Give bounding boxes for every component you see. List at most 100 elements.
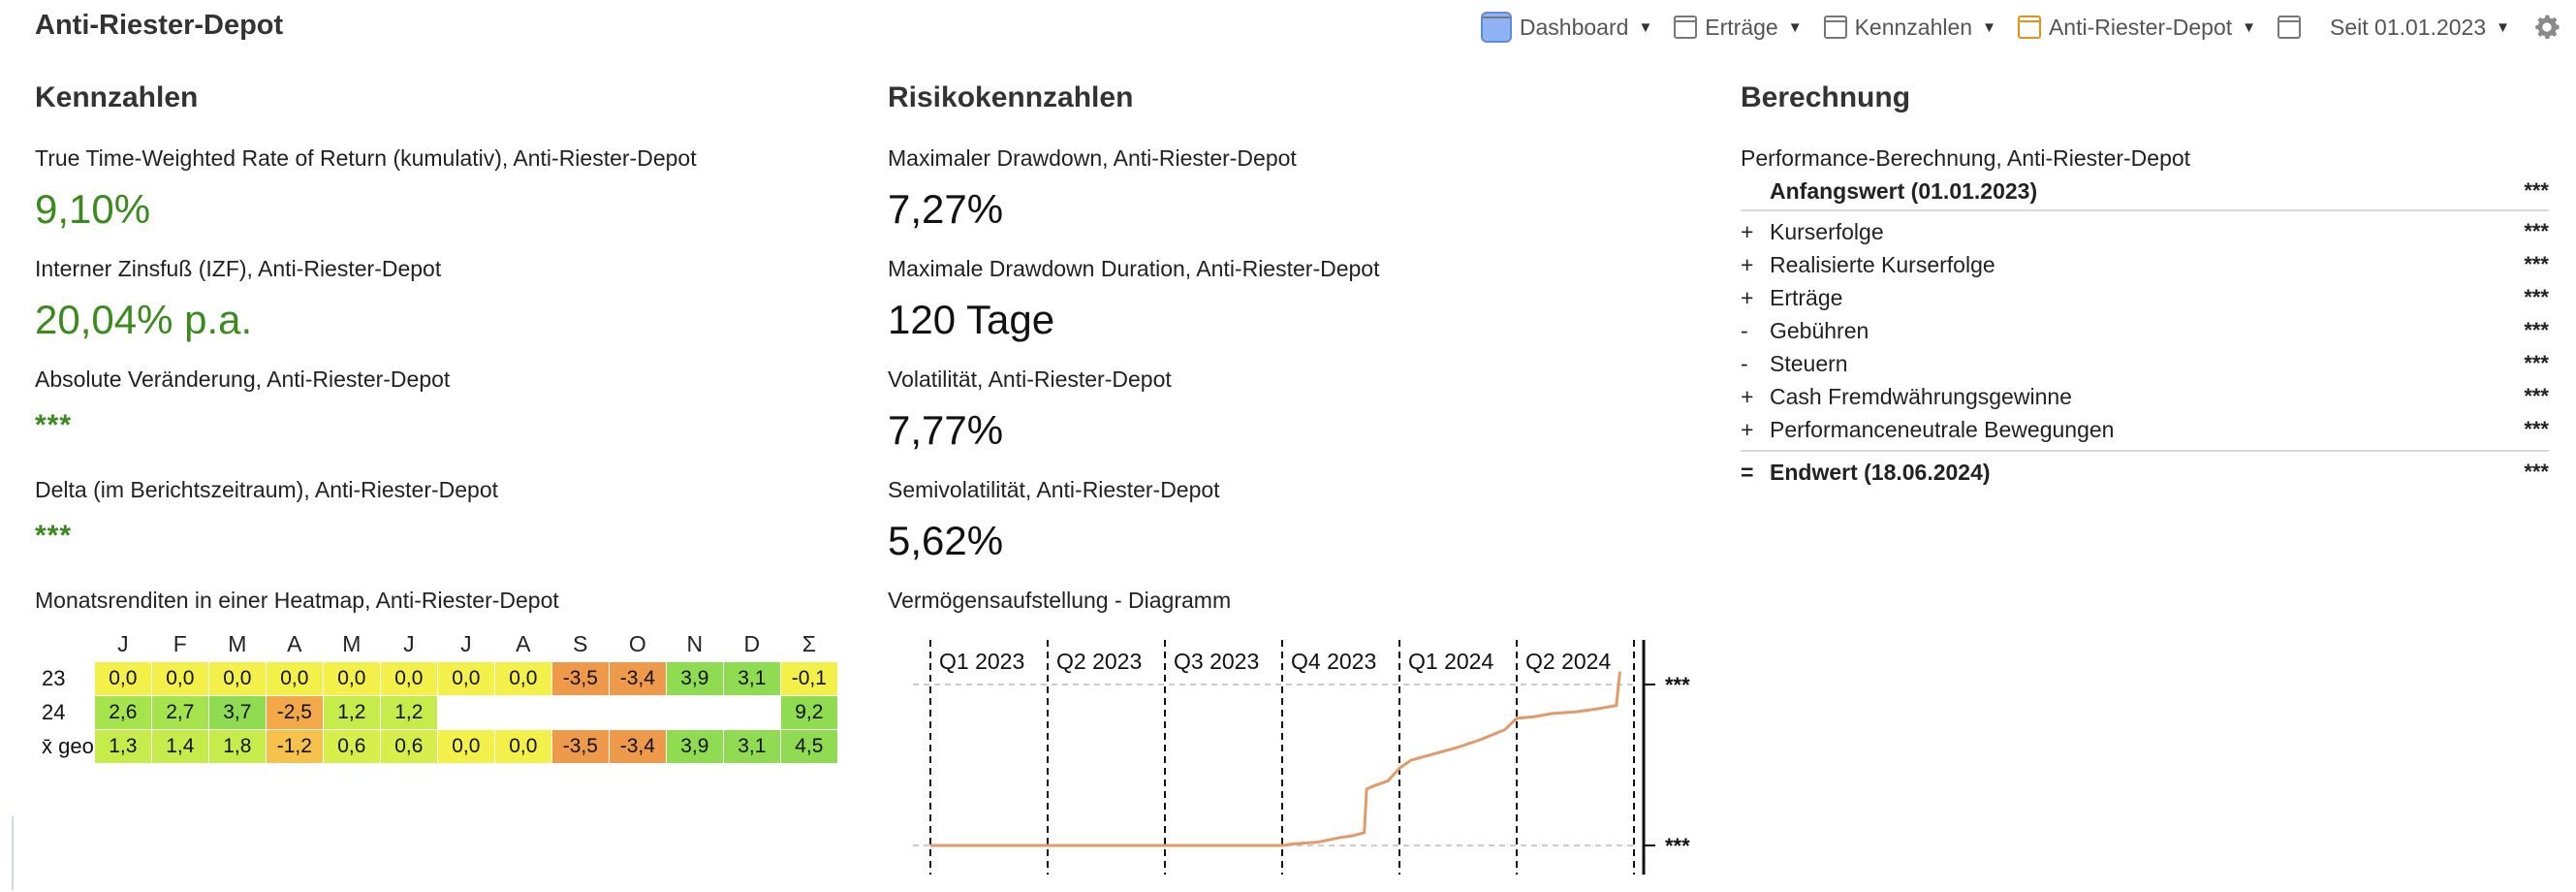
calc-rows: + Kurserfolge *** + Realisierte Kurserfolge *… bbox=[1741, 215, 2549, 446]
calc-row-label: Kurserfolge bbox=[1770, 218, 1884, 244]
calc-row: - Gebühren *** bbox=[1741, 314, 2549, 347]
calc-row-value: *** bbox=[2524, 252, 2549, 276]
calc-row-label: Gebühren bbox=[1770, 317, 1869, 343]
calc-row-value: *** bbox=[2524, 285, 2549, 309]
toolbar-dashboard-label: Dashboard bbox=[1519, 14, 1629, 40]
volatility-value: 7,77% bbox=[888, 407, 1004, 453]
y-tick-label: *** bbox=[1665, 673, 1690, 697]
toolbar-kennzahlen[interactable]: Kennzahlen ▼ bbox=[1823, 15, 1996, 41]
heatmap-cell: -1,2 bbox=[265, 729, 324, 764]
izf-label: Interner Zinsfuß (IZF), Anti-Riester-Dep… bbox=[35, 256, 442, 281]
semivolatility-label: Semivolatilität, Anti-Riester-Depot bbox=[888, 477, 1220, 502]
calc-row-op: + bbox=[1741, 416, 1754, 442]
ttwror-label: True Time-Weighted Rate of Return (kumul… bbox=[35, 145, 697, 171]
heatmap-corner bbox=[42, 626, 95, 662]
heatmap-col-header: S bbox=[573, 630, 588, 656]
heatmap-cell: 0,0 bbox=[150, 661, 209, 696]
view-icon bbox=[1823, 16, 1847, 39]
heatmap-col-header: Σ bbox=[801, 630, 816, 656]
heatmap-cell: 1,3 bbox=[93, 729, 152, 764]
heatmap-cell: 9,2 bbox=[779, 695, 838, 730]
calc-end-row: = Endwert (18.06.2024) *** bbox=[1741, 456, 2549, 489]
heatmap-cell: 1,8 bbox=[207, 729, 267, 764]
quarter-label: Q2 2023 bbox=[1056, 649, 1142, 674]
calc-end-value: *** bbox=[2524, 460, 2549, 484]
calc-divider-bottom bbox=[1741, 450, 2549, 452]
heatmap-cell: 3,9 bbox=[665, 661, 724, 696]
calc-end-label: Endwert (18.06.2024) bbox=[1770, 459, 1991, 485]
heatmap-cell bbox=[493, 695, 552, 730]
max-drawdown-label: Maximaler Drawdown, Anti-Riester-Depot bbox=[888, 145, 1297, 171]
heatmap-cell bbox=[550, 695, 610, 730]
heatmap-cell: 0,0 bbox=[436, 729, 495, 764]
settings-button[interactable] bbox=[2531, 12, 2562, 43]
heatmap-cell: 1,2 bbox=[379, 695, 438, 730]
heatmap-col-header: A bbox=[516, 630, 531, 656]
heatmap-col-header: A bbox=[287, 630, 302, 656]
chevron-down-icon: ▼ bbox=[1982, 18, 1996, 36]
heatmap-cell: 3,1 bbox=[722, 729, 781, 764]
toolbar-dashboard[interactable]: Dashboard ▼ bbox=[1480, 12, 1652, 43]
y-tick-label: *** bbox=[1665, 834, 1690, 858]
heatmap-col-header: N bbox=[686, 630, 704, 656]
ttwror-value: 9,10% bbox=[35, 186, 151, 232]
toolbar-ertraege-label: Erträge bbox=[1705, 14, 1778, 40]
heatmap-cell: 3,7 bbox=[207, 695, 267, 730]
heatmap-row: 24 2,6 2,7 3,7 -2,5 1,2 1,2 9,2 bbox=[41, 695, 838, 730]
chart-title: Vermögensaufstellung - Diagramm bbox=[888, 588, 1232, 613]
calc-row-op: - bbox=[1741, 317, 1748, 343]
heatmap-cell: 2,6 bbox=[93, 695, 152, 730]
calc-row-label: Realisierte Kurserfolge bbox=[1770, 251, 1995, 277]
berechnung-heading: Berechnung bbox=[1741, 81, 1911, 113]
calc-row-op: - bbox=[1741, 350, 1748, 376]
abs-change-label: Absolute Veränderung, Anti-Riester-Depot bbox=[35, 366, 451, 392]
calc-row-label: Performanceneutrale Bewegungen bbox=[1770, 416, 2115, 442]
calc-end-op: = bbox=[1741, 459, 1754, 485]
view-icon bbox=[1674, 16, 1698, 39]
toolbar-period[interactable]: Seit 01.01.2023 ▼ bbox=[2330, 15, 2510, 41]
chevron-down-icon: ▼ bbox=[1787, 18, 1803, 36]
heatmap-col-header: J bbox=[460, 630, 472, 656]
toolbar-period-label: Seit 01.01.2023 bbox=[2330, 14, 2487, 40]
heatmap-cell: 0,0 bbox=[207, 661, 267, 696]
heatmap-cell: 0,6 bbox=[379, 729, 438, 764]
dashboard-icon bbox=[1480, 12, 1512, 43]
heatmap-cell: -3,5 bbox=[550, 661, 610, 696]
heatmap-col-header: J bbox=[403, 630, 415, 656]
series-line bbox=[930, 671, 1621, 847]
chevron-down-icon: ▼ bbox=[2242, 18, 2256, 36]
calc-row-label: Steuern bbox=[1770, 350, 1848, 376]
toolbar-ertraege[interactable]: Erträge ▼ bbox=[1674, 14, 1803, 41]
semivolatility-value: 5,62% bbox=[888, 518, 1004, 563]
calc-divider-top bbox=[1741, 209, 2549, 211]
heatmap-cell bbox=[436, 695, 495, 730]
calc-start-row: Anfangswert (01.01.2023) *** bbox=[1741, 175, 2549, 207]
calc-start-value: *** bbox=[2524, 178, 2549, 203]
heatmap-col-header: F bbox=[173, 630, 187, 656]
heatmap-cell: -2,5 bbox=[265, 695, 324, 730]
heatmap-cell: -0,1 bbox=[779, 661, 838, 696]
calc-row: + Cash Fremdwährungsgewinne *** bbox=[1741, 380, 2549, 413]
toolbar-portfolio[interactable]: Anti-Riester-Depot ▼ bbox=[2017, 15, 2256, 41]
calc-row-value: *** bbox=[2524, 318, 2549, 342]
drawdown-duration-label: Maximale Drawdown Duration, Anti-Riester… bbox=[888, 256, 1380, 281]
calc-row-label: Cash Fremdwährungsgewinne bbox=[1770, 383, 2072, 409]
calc-row: - Steuern *** bbox=[1741, 347, 2549, 380]
gear-icon bbox=[2535, 15, 2560, 40]
heatmap-cell: 3,9 bbox=[665, 729, 724, 764]
berechnung-subtitle: Performance-Berechnung, Anti-Riester-Dep… bbox=[1741, 145, 2191, 171]
portfolio-icon bbox=[2017, 16, 2041, 39]
page-title: Anti-Riester-Depot bbox=[35, 10, 284, 41]
calc-row: + Kurserfolge *** bbox=[1741, 215, 2549, 248]
toolbar-add-view[interactable] bbox=[2278, 16, 2309, 39]
calc-row-value: *** bbox=[2524, 351, 2549, 375]
scroll-marker bbox=[12, 816, 14, 890]
volatility-label: Volatilität, Anti-Riester-Depot bbox=[888, 366, 1172, 392]
heatmap-cell: 2,7 bbox=[150, 695, 209, 730]
calc-row-op: + bbox=[1741, 218, 1754, 244]
heatmap-row-label: x̄ geo bbox=[41, 729, 95, 764]
calc-row-label: Erträge bbox=[1770, 284, 1843, 310]
abs-change-value: *** bbox=[35, 409, 73, 441]
calc-row: + Realisierte Kurserfolge *** bbox=[1741, 248, 2549, 281]
kennzahlen-heading: Kennzahlen bbox=[35, 81, 199, 113]
